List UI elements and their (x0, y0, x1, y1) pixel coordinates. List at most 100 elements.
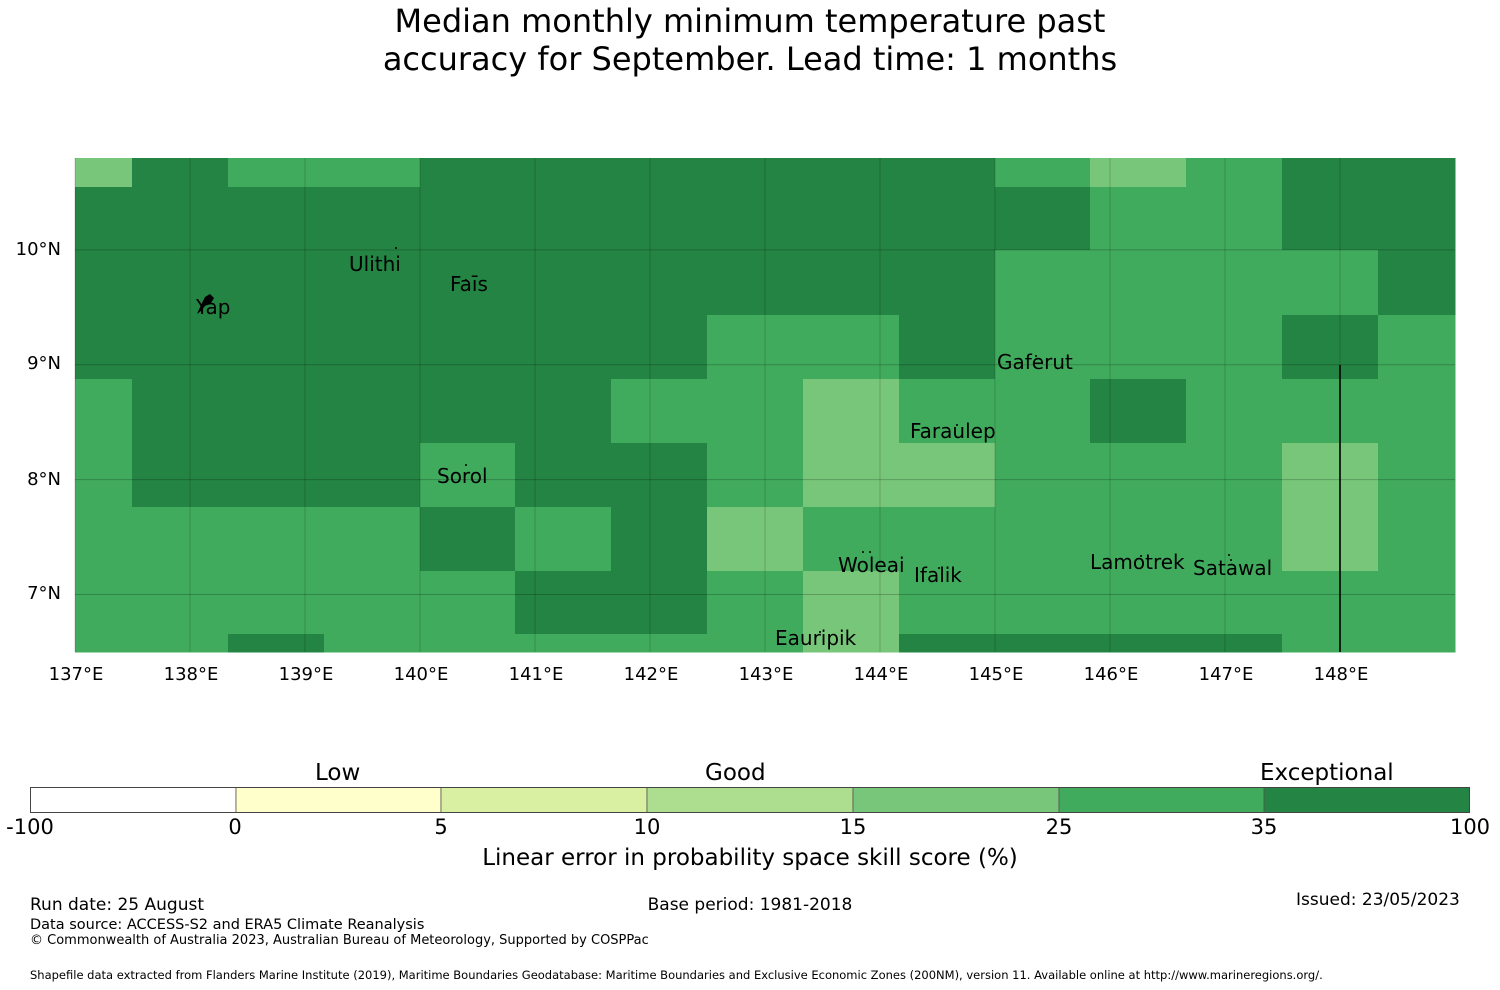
lon-tick-138e: 138°E (163, 664, 219, 685)
grid-cell (1378, 315, 1456, 380)
skill-score-map[interactable]: Ulithi Faīs Yap Gaferut Faraulep Sorol W… (0, 0, 1500, 700)
grid-cell (803, 315, 900, 380)
grid-cell (995, 315, 1091, 380)
grid-cell (324, 250, 421, 316)
place-label-woleai: Woleai (838, 553, 905, 577)
grid-cell (420, 315, 516, 380)
grid-cell (899, 379, 996, 444)
grid-cell (1186, 507, 1283, 572)
map-gridlines (74, 158, 1455, 652)
colorbar-tick-100: 100 (1449, 815, 1491, 839)
grid-cell (899, 507, 996, 572)
yap-island-shape (197, 294, 214, 314)
grid-cell (75, 634, 133, 653)
grid-cell (515, 507, 612, 572)
grid-cell (1378, 634, 1456, 653)
grid-cell (515, 158, 612, 188)
grid-cell (899, 187, 996, 251)
grid-cell (1186, 315, 1283, 380)
island-dot (938, 567, 940, 569)
grid-cell (899, 315, 996, 380)
colorbar-category-exceptional: Exceptional (1260, 760, 1394, 786)
island-dot (1140, 555, 1142, 557)
grid-cell (1186, 443, 1283, 508)
grid-cell (228, 443, 325, 508)
map-title: Median monthly minimum temperature past … (0, 2, 1500, 78)
grid-cell (1378, 443, 1456, 508)
colorbar-segment (30, 787, 237, 813)
lon-tick-143e: 143°E (738, 664, 794, 685)
colorbar-tick-10: 10 (633, 815, 661, 839)
grid-cell (132, 158, 229, 188)
shapefile-attribution: Shapefile data extracted from Flanders M… (30, 968, 1323, 982)
grid-cell (707, 443, 804, 508)
grid-cell (420, 250, 516, 316)
grid-cell (803, 571, 900, 635)
island-dot (395, 247, 397, 249)
place-label-eauripik: Eauripik (775, 626, 857, 650)
lat-tick-9n: 9°N (27, 353, 61, 374)
grid-cell (899, 571, 996, 635)
island-dot (819, 631, 821, 633)
grid-cell (707, 507, 804, 572)
grid-cell (515, 250, 612, 316)
grid-cell (803, 187, 900, 251)
lat-tick-7n: 7°N (27, 583, 61, 604)
grid-cell (1186, 571, 1283, 635)
grid-cell (420, 571, 516, 635)
data-source: Data source: ACCESS-S2 and ERA5 Climate … (30, 917, 425, 933)
grid-cell (228, 634, 325, 653)
run-date: Run date: 25 August (30, 895, 204, 915)
grid-cell (1282, 443, 1379, 508)
grid-cell (1282, 315, 1379, 380)
colorbar-segments (30, 787, 1470, 813)
grid-cell (228, 158, 325, 188)
grid-cell (324, 443, 421, 508)
grid-cell (1090, 379, 1187, 444)
lat-tick-8n: 8°N (27, 469, 61, 490)
colorbar-category-low: Low (315, 760, 361, 786)
map-title-line-2: accuracy for September. Lead time: 1 mon… (382, 40, 1118, 78)
grid-cell (1090, 634, 1187, 653)
grid-cell (324, 158, 421, 188)
grid-cell (803, 443, 900, 508)
grid-cell (228, 571, 325, 635)
grid-cell (707, 634, 804, 653)
grid-cell (803, 379, 900, 444)
grid-cell (611, 315, 708, 380)
colorbar-segment (852, 787, 1060, 813)
grid-cell (707, 158, 804, 188)
lon-tick-147e: 147°E (1198, 664, 1254, 685)
base-period: Base period: 1981-2018 (647, 895, 853, 915)
grid-cell (995, 634, 1091, 653)
grid-cell (995, 187, 1091, 251)
grid-cell (1282, 158, 1379, 188)
place-label-gaferut: Gaferut (997, 350, 1073, 374)
grid-cell (995, 571, 1091, 635)
island-dot (1228, 554, 1230, 556)
grid-cell (75, 250, 133, 316)
grid-cell (1186, 250, 1283, 316)
grid-cell (899, 634, 996, 653)
island-dot (862, 551, 864, 553)
island-dot (956, 424, 958, 426)
grid-cell (228, 379, 325, 444)
grid-cell (1090, 315, 1187, 380)
grid-cell (995, 443, 1091, 508)
grid-cell (75, 187, 133, 251)
colorbar-tick-0: 0 (228, 815, 242, 839)
grid-cell (324, 315, 421, 380)
grid-cell (324, 379, 421, 444)
grid-cell (611, 571, 708, 635)
colorbar-tick-35: 35 (1250, 815, 1278, 839)
grid-cell (75, 158, 133, 188)
place-label-yap: Yap (195, 295, 230, 319)
grid-cell (75, 315, 133, 380)
grid-cell (1282, 187, 1379, 251)
island-dot (1035, 355, 1037, 357)
lon-tick-146e: 146°E (1083, 664, 1139, 685)
island-dot (465, 464, 467, 466)
grid-cell (611, 187, 708, 251)
grid-cell (1282, 507, 1379, 572)
grid-cell (1090, 507, 1187, 572)
